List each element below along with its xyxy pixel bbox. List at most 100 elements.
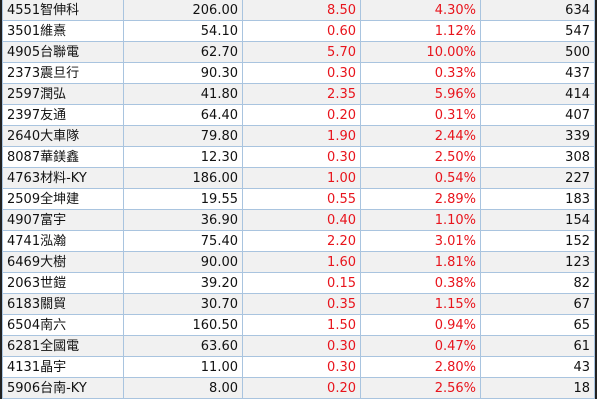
percent-change-cell: 4.30% [360,0,481,21]
table-row[interactable]: 5906台南-KY 8.00 0.20 2.56% 18 [2,377,595,399]
stock-name-cell: 2397友通 [2,104,124,126]
change-cell: 0.35 [242,293,361,315]
volume-cell: 339 [480,125,595,147]
table-row[interactable]: 4131晶宇 11.00 0.30 2.80% 43 [2,356,595,378]
stock-name-cell: 2373震旦行 [2,62,124,84]
percent-change-cell: 0.31% [360,104,481,126]
table-row[interactable]: 6504南六 160.50 1.50 0.94% 65 [2,314,595,336]
change-cell: 0.20 [242,104,361,126]
price-cell: 36.90 [123,209,243,231]
percent-change-cell: 1.12% [360,20,481,42]
percent-change-cell: 5.96% [360,83,481,105]
table-row[interactable]: 6281全國電 63.60 0.30 0.47% 61 [2,335,595,357]
stock-name-cell: 4551智伸科 [2,0,124,21]
stock-name-cell: 4131晶宇 [2,356,124,378]
percent-change-cell: 3.01% [360,230,481,252]
volume-cell: 61 [480,335,595,357]
percent-change-cell: 2.56% [360,377,481,399]
table-row[interactable]: 4907富宇 36.90 0.40 1.10% 154 [2,209,595,231]
percent-change-cell: 2.80% [360,356,481,378]
price-cell: 19.55 [123,188,243,210]
change-cell: 5.70 [242,41,361,63]
price-cell: 186.00 [123,167,243,189]
change-cell: 8.50 [242,0,361,21]
volume-cell: 437 [480,62,595,84]
table-row[interactable]: 2640大車隊 79.80 1.90 2.44% 339 [2,125,595,147]
price-cell: 79.80 [123,125,243,147]
volume-cell: 407 [480,104,595,126]
percent-change-cell: 0.38% [360,272,481,294]
table-row[interactable]: 2509全坤建 19.55 0.55 2.89% 183 [2,188,595,210]
percent-change-cell: 0.94% [360,314,481,336]
stock-name-cell: 8087華鎂鑫 [2,146,124,168]
table-row[interactable]: 2397友通 64.40 0.20 0.31% 407 [2,104,595,126]
stock-name-cell: 6183關貿 [2,293,124,315]
stock-name-cell: 4741泓瀚 [2,230,124,252]
price-cell: 12.30 [123,146,243,168]
stock-name-cell: 4905台聯電 [2,41,124,63]
percent-change-cell: 2.44% [360,125,481,147]
volume-cell: 18 [480,377,595,399]
table-row[interactable]: 4763材料-KY 186.00 1.00 0.54% 227 [2,167,595,189]
table-row[interactable]: 4905台聯電 62.70 5.70 10.00% 500 [2,41,595,63]
price-cell: 63.60 [123,335,243,357]
table-row[interactable]: 8087華鎂鑫 12.30 0.30 2.50% 308 [2,146,595,168]
change-cell: 0.30 [242,356,361,378]
volume-cell: 82 [480,272,595,294]
volume-cell: 308 [480,146,595,168]
change-cell: 0.55 [242,188,361,210]
percent-change-cell: 0.33% [360,62,481,84]
volume-cell: 227 [480,167,595,189]
change-cell: 0.15 [242,272,361,294]
percent-change-cell: 2.89% [360,188,481,210]
stock-name-cell: 2640大車隊 [2,125,124,147]
change-cell: 0.60 [242,20,361,42]
change-cell: 1.00 [242,167,361,189]
percent-change-cell: 2.50% [360,146,481,168]
table-row[interactable]: 2597潤弘 41.80 2.35 5.96% 414 [2,83,595,105]
price-cell: 90.30 [123,62,243,84]
change-cell: 1.90 [242,125,361,147]
table-row[interactable]: 2373震旦行 90.30 0.30 0.33% 437 [2,62,595,84]
price-cell: 62.70 [123,41,243,63]
volume-cell: 123 [480,251,595,273]
volume-cell: 414 [480,83,595,105]
table-row[interactable]: 6183關貿 30.70 0.35 1.15% 67 [2,293,595,315]
price-cell: 30.70 [123,293,243,315]
stock-name-cell: 6504南六 [2,314,124,336]
change-cell: 2.35 [242,83,361,105]
stock-name-cell: 2063世鎧 [2,272,124,294]
stock-name-cell: 2597潤弘 [2,83,124,105]
volume-cell: 152 [480,230,595,252]
table-row[interactable]: 6469大樹 90.00 1.60 1.81% 123 [2,251,595,273]
stock-name-cell: 4907富宇 [2,209,124,231]
price-cell: 41.80 [123,83,243,105]
price-cell: 90.00 [123,251,243,273]
table-row[interactable]: 4741泓瀚 75.40 2.20 3.01% 152 [2,230,595,252]
price-cell: 160.50 [123,314,243,336]
volume-cell: 43 [480,356,595,378]
volume-cell: 67 [480,293,595,315]
percent-change-cell: 1.81% [360,251,481,273]
table-row[interactable]: 3501維熹 54.10 0.60 1.12% 547 [2,20,595,42]
volume-cell: 65 [480,314,595,336]
table-row[interactable]: 4551智伸科 206.00 8.50 4.30% 634 [2,0,595,21]
change-cell: 0.30 [242,62,361,84]
percent-change-cell: 10.00% [360,41,481,63]
stock-name-cell: 5906台南-KY [2,377,124,399]
volume-cell: 634 [480,0,595,21]
table-row[interactable]: 2063世鎧 39.20 0.15 0.38% 82 [2,272,595,294]
change-cell: 2.20 [242,230,361,252]
change-cell: 0.30 [242,146,361,168]
stock-name-cell: 6469大樹 [2,251,124,273]
change-cell: 0.30 [242,335,361,357]
stock-name-cell: 3501維熹 [2,20,124,42]
percent-change-cell: 1.10% [360,209,481,231]
price-cell: 206.00 [123,0,243,21]
percent-change-cell: 0.54% [360,167,481,189]
change-cell: 0.20 [242,377,361,399]
change-cell: 1.50 [242,314,361,336]
percent-change-cell: 1.15% [360,293,481,315]
